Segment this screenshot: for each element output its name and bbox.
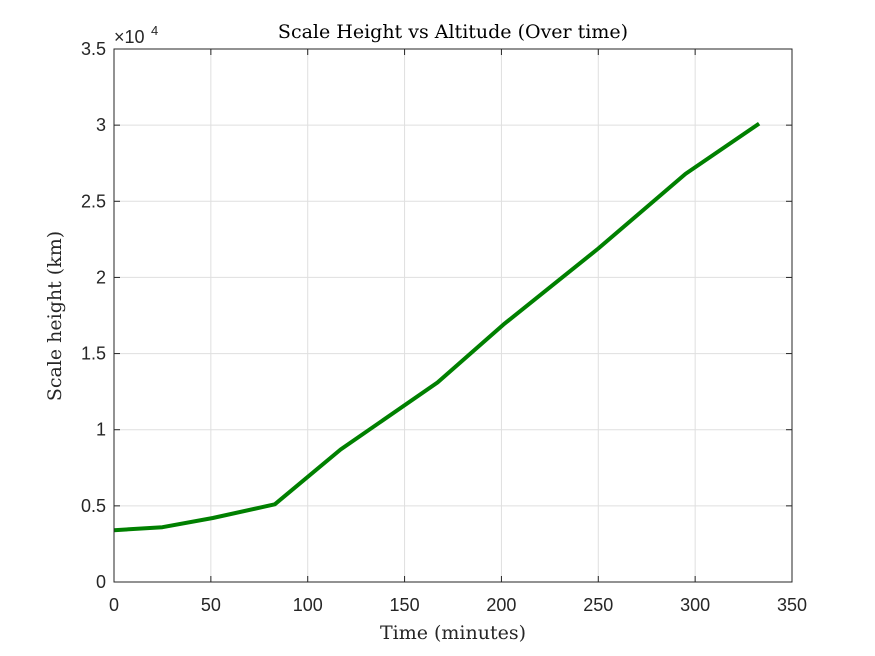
x-tick-label: 350 bbox=[777, 595, 807, 615]
y-tick-label: 0 bbox=[96, 572, 106, 592]
y-exponent-base: ×10 bbox=[114, 27, 145, 47]
y-tick-label: 1.5 bbox=[81, 344, 106, 364]
x-axis-title: Time (minutes) bbox=[380, 622, 526, 644]
x-tick-label: 50 bbox=[201, 595, 221, 615]
y-tick-label: 0.5 bbox=[81, 496, 106, 516]
y-tick-label: 2 bbox=[96, 267, 106, 287]
y-tick-label: 2.5 bbox=[81, 191, 106, 211]
series-line bbox=[113, 121, 761, 533]
x-tick-label: 150 bbox=[390, 595, 420, 615]
x-tick-label: 250 bbox=[583, 595, 613, 615]
series-layer bbox=[113, 121, 761, 533]
tick-labels: 0 50 100 150 200 250 300 350 0 0.5 1 1.5 2 2.5 3 3.5 bbox=[81, 39, 807, 615]
x-tick-label: 0 bbox=[109, 595, 119, 615]
axes-box bbox=[113, 48, 793, 583]
x-tick-label: 100 bbox=[293, 595, 323, 615]
x-tick-label: 200 bbox=[486, 595, 516, 615]
axes bbox=[113, 48, 793, 583]
y-axis-title: Scale height (km) bbox=[44, 231, 66, 401]
x-tick-label: 300 bbox=[680, 595, 710, 615]
y-exponent-power: 4 bbox=[151, 23, 158, 38]
y-tick-label: 3.5 bbox=[81, 39, 106, 59]
chart-title: Scale Height vs Altitude (Over time) bbox=[278, 21, 628, 43]
plot-area bbox=[114, 49, 792, 582]
y-exponent-label: ×10 4 bbox=[114, 23, 158, 47]
y-tick-label: 1 bbox=[96, 420, 106, 440]
y-tick-label: 3 bbox=[96, 115, 106, 135]
